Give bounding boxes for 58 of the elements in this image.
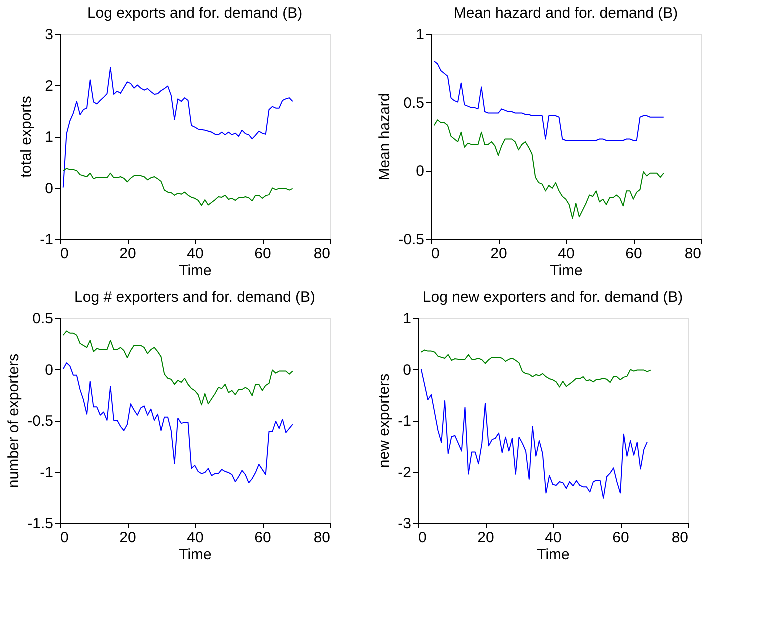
y-tick-label: 0: [416, 163, 424, 180]
x-tick-label: 0: [432, 246, 440, 262]
line-series: [62, 330, 294, 406]
x-tick-label: 20: [478, 530, 494, 546]
y-tick-label: 0: [45, 180, 54, 198]
x-tick-label: 40: [187, 246, 204, 262]
x-axis-title: Time: [179, 546, 212, 564]
chart-title: Mean hazard and for. demand (B): [454, 5, 678, 22]
x-tick-label: 60: [254, 246, 272, 262]
x-tick-label: 60: [626, 246, 642, 262]
y-tick-label: -2: [398, 464, 412, 482]
y-tick-label: 0: [45, 362, 54, 379]
line-series: [434, 60, 664, 142]
y-tick-label: -0.5: [28, 413, 54, 430]
x-tick-label: 80: [314, 530, 330, 546]
chart-title: Log # exporters and for. demand (B): [74, 289, 316, 306]
y-tick-label: -1.5: [28, 516, 54, 532]
x-tick-label: 80: [684, 246, 702, 262]
x-axis-title: Time: [550, 262, 583, 280]
x-axis-title: Time: [537, 546, 570, 564]
y-tick-label: 0: [403, 362, 412, 379]
y-tick-label: 1: [403, 310, 412, 328]
y-tick-label: 2: [45, 78, 54, 95]
y-axis-title: number of exporters: [6, 354, 23, 488]
x-tick-label: 20: [490, 246, 508, 262]
y-tick-label: 1: [416, 26, 424, 44]
x-tick-label: 0: [60, 246, 69, 262]
x-tick-label: 20: [120, 530, 136, 546]
x-tick-label: 60: [254, 530, 272, 546]
y-tick-label: 1: [45, 129, 54, 146]
x-tick-label: 20: [120, 246, 136, 262]
x-tick-label: 40: [187, 530, 204, 546]
line-series: [420, 350, 652, 388]
chart-title: Log exports and for. demand (B): [87, 5, 303, 22]
line-series: [420, 368, 648, 499]
y-tick-label: 0.5: [404, 94, 424, 112]
y-tick-label: 0.5: [32, 310, 54, 328]
y-axis-title: Mean hazard: [376, 93, 394, 181]
y-axis-title: new exporters: [376, 374, 394, 468]
line-series: [434, 120, 664, 219]
x-axis-title: Time: [179, 262, 212, 280]
y-axis-title: total exports: [18, 96, 36, 178]
x-tick-label: 60: [612, 530, 630, 546]
y-tick-label: -3: [398, 516, 412, 532]
y-tick-label: 3: [45, 26, 54, 44]
y-tick-label: -1: [398, 413, 412, 430]
y-tick-label: -1: [40, 464, 54, 482]
x-tick-label: 80: [672, 530, 688, 546]
x-tick-label: 40: [545, 530, 562, 546]
line-series: [62, 362, 294, 484]
y-tick-label: -1: [40, 232, 54, 248]
x-tick-label: 80: [314, 246, 330, 262]
chart-title: Log new exporters and for. demand (B): [422, 289, 684, 306]
line-series: [62, 67, 294, 188]
x-tick-label: 40: [558, 246, 575, 262]
line-series: [62, 168, 294, 206]
y-tick-label: -0.5: [398, 232, 424, 248]
x-tick-label: 0: [60, 530, 69, 546]
